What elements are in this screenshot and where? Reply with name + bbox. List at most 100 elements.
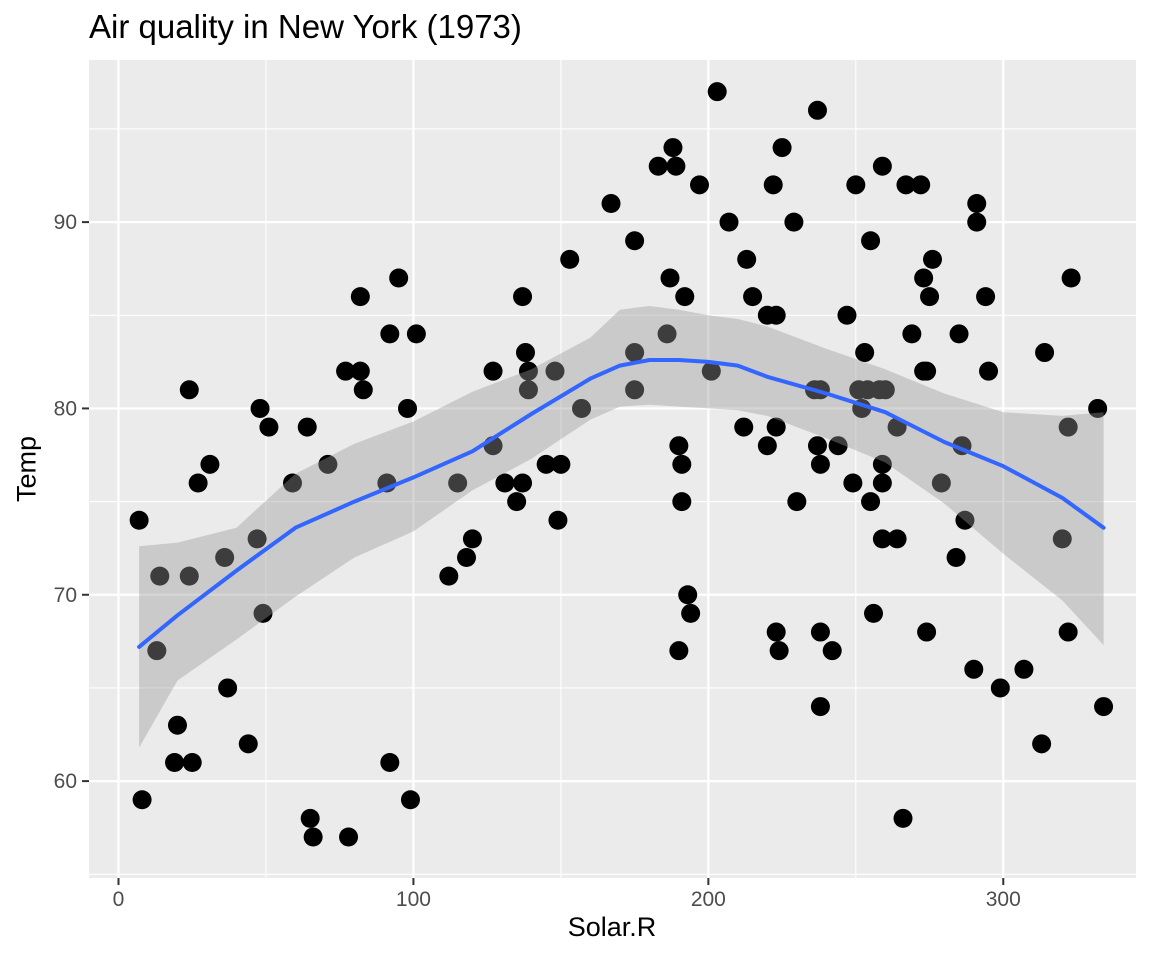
data-point	[336, 361, 356, 381]
data-point	[182, 752, 202, 772]
data-point	[828, 436, 848, 456]
data-point	[875, 380, 895, 400]
data-point	[297, 417, 317, 437]
data-point	[707, 82, 727, 102]
data-point	[979, 361, 999, 381]
y-tick-label: 80	[54, 397, 77, 420]
data-point	[837, 305, 857, 325]
data-point	[560, 249, 580, 269]
data-point	[681, 603, 701, 623]
data-point	[1032, 734, 1052, 754]
data-point	[657, 324, 677, 344]
confidence-band	[139, 306, 1104, 748]
data-point	[766, 417, 786, 437]
data-point	[648, 156, 668, 176]
x-tick-label: 300	[986, 888, 1021, 911]
data-point	[548, 510, 568, 530]
data-point	[872, 473, 892, 493]
data-point	[601, 193, 621, 213]
x-tick-label: 200	[691, 888, 726, 911]
data-point	[462, 529, 482, 549]
data-point	[914, 268, 934, 288]
data-point	[300, 808, 320, 828]
data-point	[678, 585, 698, 605]
data-point	[218, 678, 238, 698]
data-point	[318, 454, 338, 474]
data-point	[380, 752, 400, 772]
data-point	[400, 790, 420, 810]
data-point	[810, 622, 830, 642]
data-point	[855, 343, 875, 363]
data-point	[949, 324, 969, 344]
data-point	[660, 268, 680, 288]
data-point	[625, 231, 645, 251]
data-point	[303, 827, 323, 847]
data-point	[807, 436, 827, 456]
data-point	[846, 175, 866, 195]
data-point	[763, 175, 783, 195]
data-point	[787, 492, 807, 512]
data-point	[1035, 343, 1055, 363]
data-point	[864, 603, 884, 623]
data-point	[766, 305, 786, 325]
data-point	[551, 454, 571, 474]
data-point	[515, 343, 535, 363]
data-point	[672, 492, 692, 512]
data-point	[188, 473, 208, 493]
data-point	[350, 361, 370, 381]
data-point	[1094, 697, 1114, 717]
data-point	[353, 380, 373, 400]
data-point	[1058, 622, 1078, 642]
data-point	[179, 566, 199, 586]
data-point	[893, 808, 913, 828]
data-point	[669, 436, 689, 456]
data-point	[448, 473, 468, 493]
data-point	[132, 790, 152, 810]
chart-title: Air quality in New York (1973)	[89, 8, 522, 45]
data-point	[896, 175, 916, 195]
data-point	[931, 473, 951, 493]
data-point	[769, 641, 789, 661]
x-tick-label: 0	[113, 888, 125, 911]
data-point	[672, 454, 692, 474]
data-point	[784, 212, 804, 232]
x-axis-label: Solar.R	[567, 912, 657, 942]
data-point	[669, 641, 689, 661]
data-point	[259, 417, 279, 437]
data-point	[1058, 417, 1078, 437]
data-point	[964, 659, 984, 679]
data-point	[495, 473, 515, 493]
y-tick-label: 70	[54, 584, 77, 607]
y-tick-label: 60	[54, 770, 77, 793]
data-point	[766, 622, 786, 642]
data-point	[663, 138, 683, 158]
data-point	[483, 361, 503, 381]
data-point	[701, 361, 721, 381]
data-point	[238, 734, 258, 754]
data-point	[380, 324, 400, 344]
data-point	[872, 156, 892, 176]
y-tick-label: 90	[54, 211, 77, 234]
data-point	[911, 175, 931, 195]
data-point	[737, 249, 757, 269]
data-point	[389, 268, 409, 288]
data-point	[917, 622, 937, 642]
data-point	[967, 212, 987, 232]
data-point	[518, 361, 538, 381]
y-axis-label: Temp	[11, 435, 42, 503]
data-point	[129, 510, 149, 530]
data-point	[990, 678, 1010, 698]
data-point	[536, 454, 556, 474]
data-point	[976, 287, 996, 307]
data-point	[861, 492, 881, 512]
data-point	[253, 603, 273, 623]
data-point	[719, 212, 739, 232]
data-point	[772, 138, 792, 158]
data-point	[518, 380, 538, 400]
data-point	[887, 529, 907, 549]
data-point	[922, 249, 942, 269]
data-point	[955, 510, 975, 530]
data-point	[1014, 659, 1034, 679]
data-point	[625, 380, 645, 400]
